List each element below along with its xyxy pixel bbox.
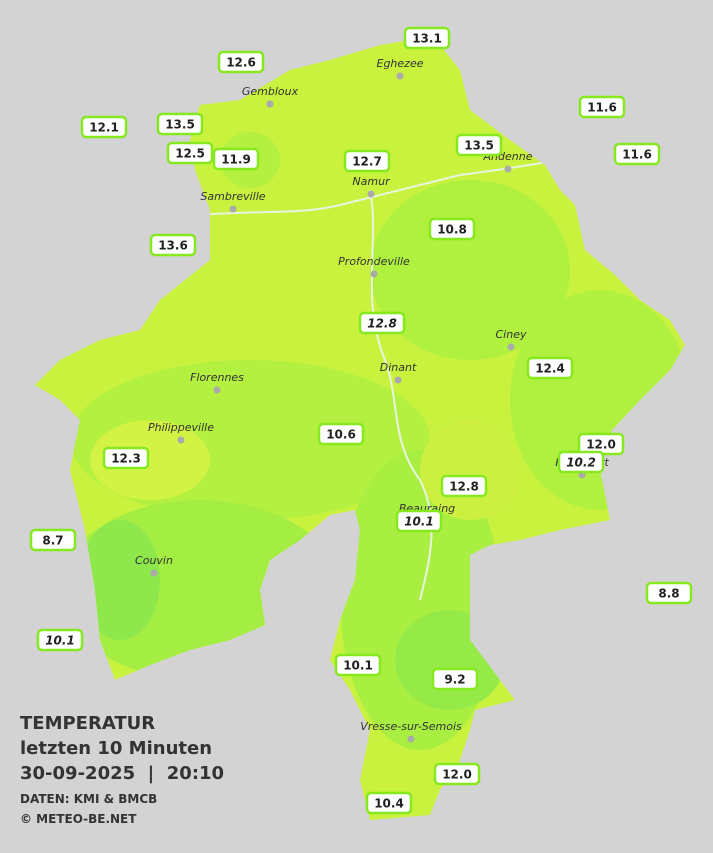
station-box — [403, 26, 451, 50]
station-value: 13.1 — [412, 32, 442, 46]
station-box — [343, 149, 391, 173]
city-name: Sambreville — [200, 190, 265, 203]
station-value: 10.1 — [404, 515, 434, 529]
station-value: 9.2 — [444, 673, 465, 687]
stations: 13.1 12.6 11.6 12.1 13.5 12.5 11.9 12.7 13.5 11.6… — [29, 26, 693, 815]
station-value: 13.5 — [464, 139, 494, 153]
station-box — [80, 115, 128, 139]
station-box — [433, 762, 481, 786]
station-value: 11.9 — [221, 153, 251, 167]
station-value: 12.0 — [442, 768, 472, 782]
station-box — [102, 446, 150, 470]
station-value: 12.6 — [226, 56, 256, 70]
legend: TEMPERATUR letzten 10 Minuten 30-09-2025… — [20, 713, 224, 826]
city-dot — [370, 270, 378, 278]
station-box — [29, 528, 77, 552]
city-name: Vresse-sur-Semois — [360, 720, 462, 733]
station-box — [455, 133, 503, 157]
city-name: Philippeville — [148, 421, 214, 434]
station-value: 12.5 — [175, 147, 205, 161]
station-box — [395, 509, 443, 533]
station-value: 12.7 — [352, 155, 382, 169]
station-value: 11.6 — [622, 148, 652, 162]
timestamp: 30-09-2025 | 20:10 — [20, 763, 224, 784]
city-dot — [396, 72, 404, 80]
city-name: Ciney — [496, 328, 527, 341]
station-value: 8.7 — [42, 534, 63, 548]
city-dot — [177, 436, 185, 444]
city-name: Namur — [352, 175, 391, 188]
city-dot — [213, 386, 221, 394]
copyright: © METEO-BE.NET — [20, 812, 137, 826]
station-value: 10.4 — [374, 797, 404, 811]
station-box — [440, 474, 488, 498]
station-box — [149, 233, 197, 257]
city-name: Eghezee — [377, 57, 424, 70]
station-box — [358, 311, 406, 335]
city-dot — [407, 735, 415, 743]
station-box — [365, 791, 413, 815]
station-value: 12.0 — [586, 438, 616, 452]
station-value: 10.1 — [45, 634, 75, 648]
city-dot — [266, 100, 274, 108]
city-dot — [394, 376, 402, 384]
station-value: 10.6 — [326, 428, 356, 442]
station-box — [526, 356, 574, 380]
city-dot — [504, 165, 512, 173]
station-box — [156, 112, 204, 136]
city-name: Dinant — [380, 361, 417, 374]
station-value: 12.1 — [89, 121, 119, 135]
station-value: 12.8 — [367, 317, 397, 331]
title: TEMPERATUR — [20, 713, 155, 734]
source: DATEN: KMI & BMCB — [20, 792, 157, 806]
station-box — [578, 95, 626, 119]
station-box — [212, 147, 260, 171]
station-box — [217, 50, 265, 74]
station-value: 10.1 — [343, 659, 373, 673]
city-name: Gembloux — [242, 85, 299, 98]
city-dot — [229, 205, 237, 213]
station-box — [166, 141, 214, 165]
station-value: 8.8 — [658, 587, 679, 601]
station-box — [36, 628, 84, 652]
city-name: Florennes — [190, 371, 244, 384]
station-box — [428, 217, 476, 241]
station-box — [431, 667, 479, 691]
city-dot — [507, 343, 515, 351]
station-value: 10.8 — [437, 223, 467, 237]
station-value: 12.3 — [111, 452, 141, 466]
station-box — [334, 653, 382, 677]
city-name: Profondeville — [338, 255, 410, 268]
station-value: 13.5 — [165, 118, 195, 132]
station-value: 10.2 — [566, 456, 596, 470]
station-box — [613, 142, 661, 166]
station-box — [645, 581, 693, 605]
station-box — [317, 422, 365, 446]
subtitle: letzten 10 Minuten — [20, 738, 212, 759]
station-value: 12.4 — [535, 362, 565, 376]
station-value: 12.8 — [449, 480, 479, 494]
station-value: 11.6 — [587, 101, 617, 115]
city-dot — [367, 190, 375, 198]
station-value: 13.6 — [158, 239, 188, 253]
station-box — [557, 450, 605, 474]
city-dot — [150, 569, 158, 577]
city-name: Couvin — [135, 554, 173, 567]
